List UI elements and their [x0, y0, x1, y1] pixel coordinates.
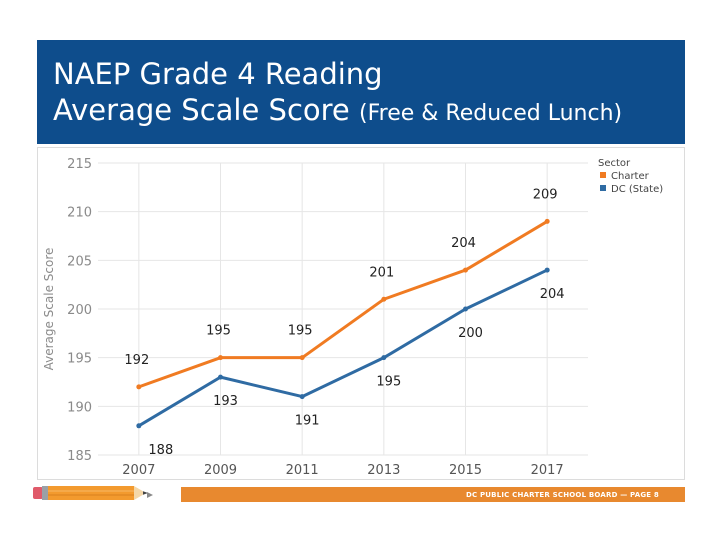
slide-title-line2: Average Scale Score (Free & Reduced Lunc…	[53, 92, 669, 132]
x-tick-label: 2013	[367, 463, 400, 478]
series-line	[137, 219, 549, 389]
legend-entry: Charter	[611, 171, 650, 182]
data-point	[463, 267, 468, 273]
data-point	[299, 355, 305, 361]
x-tick-label: 2009	[204, 463, 237, 478]
x-tick-label: 2015	[449, 463, 482, 478]
series-line	[137, 268, 549, 428]
legend-entry: DC (State)	[611, 184, 663, 195]
chart-frame: 185 190 195 200 205 210 215 2007 2009 2011 2013 201…	[37, 147, 685, 480]
y-tick-label: 195	[67, 352, 92, 367]
y-tick-label: 215	[67, 157, 92, 172]
data-point	[299, 394, 305, 400]
data-point	[381, 296, 387, 302]
x-tick-label: 2007	[122, 463, 155, 478]
data-point	[218, 355, 223, 361]
legend-swatch	[600, 185, 606, 191]
footer-text: DC PUBLIC CHARTER SCHOOL BOARD — PAGE 8	[465, 490, 659, 499]
data-point	[136, 423, 142, 429]
line-chart: 185 190 195 200 205 210 215 2007 2009 2011 2013 201…	[42, 157, 663, 478]
data-label: 201	[369, 265, 394, 280]
slide-title-line1: NAEP Grade 4 Reading	[53, 57, 383, 91]
slide-title-main: Average Scale Score	[53, 93, 350, 127]
data-label: 188	[148, 443, 173, 458]
data-label: 209	[533, 187, 558, 202]
data-label: 204	[540, 287, 565, 302]
data-label: 200	[458, 326, 483, 341]
data-point	[463, 306, 468, 312]
data-point	[136, 384, 142, 390]
slide-title-paren: (Free & Reduced Lunch)	[359, 101, 623, 126]
data-label: 192	[124, 353, 149, 368]
data-label: 195	[376, 375, 401, 390]
data-point	[544, 218, 550, 224]
y-tick-label: 185	[67, 449, 92, 464]
y-tick-label: 190	[67, 400, 92, 415]
play-arrow-icon	[147, 492, 153, 498]
y-tick-label: 205	[67, 254, 92, 269]
y-tick-label: 200	[67, 303, 92, 318]
data-point	[381, 355, 387, 361]
y-axis-label: Average Scale Score	[42, 248, 56, 371]
data-label: 193	[213, 394, 238, 409]
legend-swatch	[600, 172, 606, 178]
data-point	[544, 267, 550, 273]
data-label: 195	[288, 324, 313, 339]
x-tick-label: 2011	[286, 463, 319, 478]
data-point	[218, 374, 223, 380]
data-label: 204	[451, 236, 476, 251]
title-band: NAEP Grade 4 Reading Average Scale Score…	[37, 40, 685, 144]
pencil-icon	[33, 486, 148, 500]
y-tick-label: 210	[67, 206, 92, 221]
footer-bar: DC PUBLIC CHARTER SCHOOL BOARD — PAGE 8	[181, 487, 685, 502]
data-label: 191	[295, 414, 320, 429]
legend-title: Sector	[598, 158, 631, 169]
x-tick-label: 2017	[531, 463, 564, 478]
data-label: 195	[206, 324, 231, 339]
